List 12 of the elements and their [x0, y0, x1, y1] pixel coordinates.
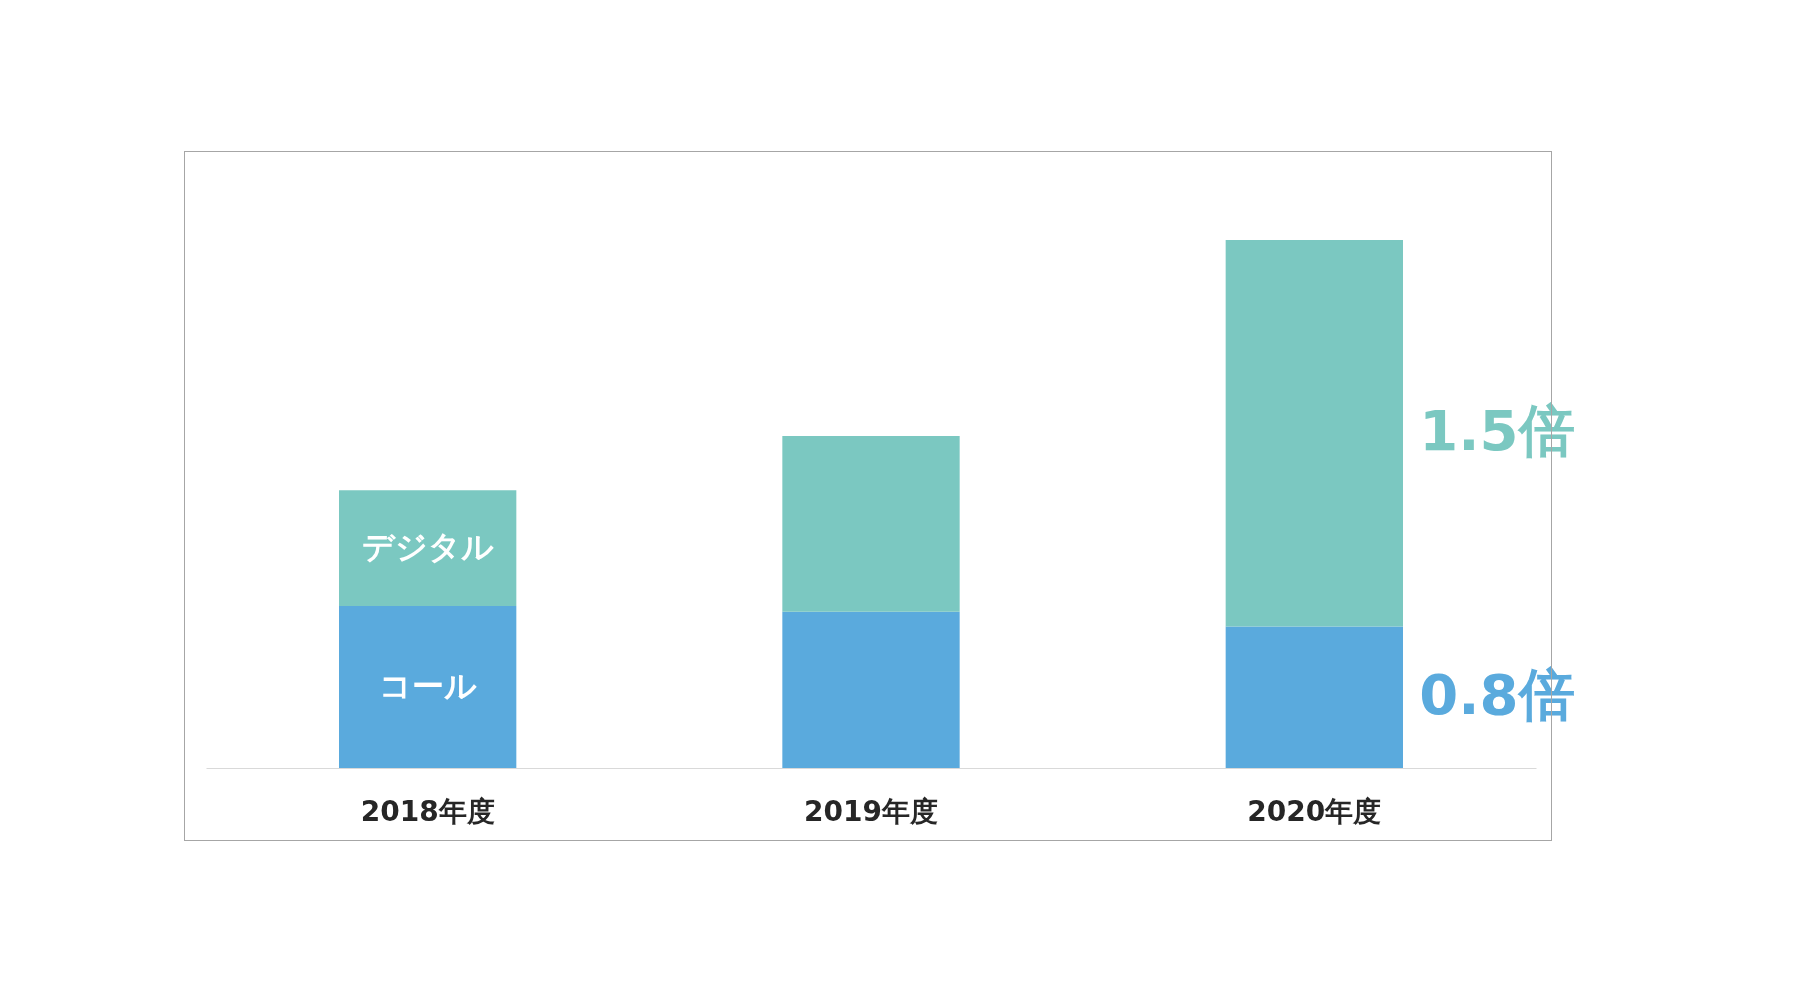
bar: [1225, 626, 1403, 768]
x-tick-label: 2018年度: [360, 794, 495, 828]
x-tick-label: 2020年度: [1247, 794, 1382, 828]
bar: [782, 435, 960, 612]
annotation: 0.8倍: [1419, 662, 1575, 728]
series-label: デジタル: [361, 528, 494, 567]
bar: [782, 611, 960, 768]
bar: [339, 490, 517, 606]
x-tick-label: 2019年度: [804, 794, 938, 828]
bar: [339, 605, 517, 768]
bar: [1225, 240, 1403, 627]
series-label: コール: [378, 666, 477, 705]
